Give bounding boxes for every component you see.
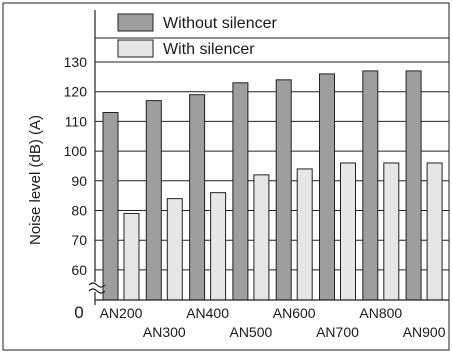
bar-without-silencer <box>405 70 422 301</box>
x-tick-label: AN500 <box>229 324 272 340</box>
axes <box>88 10 449 305</box>
chart-frame <box>2 2 450 351</box>
x-tick-label: AN400 <box>186 305 229 321</box>
y-tick-labels: 60 70 80 90 100 110 120 130 <box>64 54 88 278</box>
bar-with-silencer <box>166 198 183 301</box>
axis-break-mark <box>88 288 106 294</box>
bar-with-silencer <box>426 162 443 301</box>
y-tick-label: 90 <box>71 173 87 189</box>
axis-break-mark <box>88 282 106 288</box>
bar-with-silencer <box>296 168 313 301</box>
bar-without-silencer <box>362 70 379 301</box>
bar-with-silencer <box>253 174 270 301</box>
legend: Without silencer With silencer <box>117 13 277 58</box>
y-axis-label: Noise level (dB) (A) <box>27 115 44 245</box>
bar-with-silencer <box>210 192 227 301</box>
bar-with-silencer <box>123 212 140 301</box>
bar-with-silencer <box>340 162 356 301</box>
legend-label: With silencer <box>163 41 255 58</box>
bar-without-silencer <box>319 73 335 301</box>
x-tick-label: AN600 <box>273 305 316 321</box>
bar-without-silencer <box>102 111 119 301</box>
bar-without-silencer <box>275 79 292 301</box>
x-tick-label: AN800 <box>359 305 402 321</box>
bar-without-silencer <box>145 100 162 301</box>
bar-without-silencer <box>232 82 249 301</box>
bar-with-silencer <box>383 162 400 301</box>
bar-without-silencer <box>189 94 206 301</box>
y-tick-label: 110 <box>65 113 88 129</box>
y-tick-label: 80 <box>71 203 87 219</box>
legend-label: Without silencer <box>163 15 277 32</box>
legend-swatch <box>117 39 154 58</box>
x-tick-label: AN200 <box>100 305 143 321</box>
x-tick-label: AN900 <box>403 324 446 340</box>
y-tick-label: 60 <box>71 262 87 278</box>
x-tick-label: AN700 <box>316 324 359 340</box>
y-tick-label: 100 <box>64 143 88 159</box>
bars <box>102 70 443 301</box>
y-tick-label: 120 <box>64 84 88 100</box>
y-tick-label: 70 <box>71 232 87 248</box>
x-tick-label: AN300 <box>143 324 186 340</box>
legend-swatch <box>117 13 154 32</box>
y-zero-label: 0 <box>74 303 83 322</box>
y-tick-label: 130 <box>64 54 88 70</box>
